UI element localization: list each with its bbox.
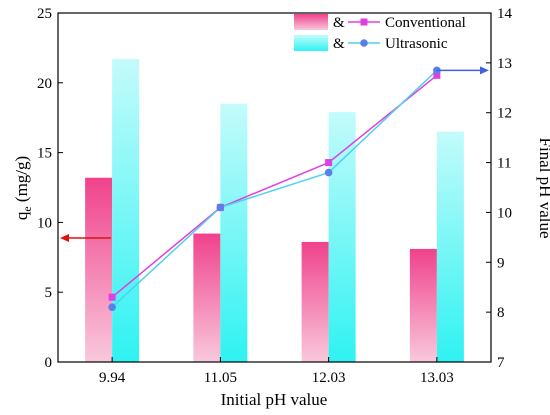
bar-conventional-9.94 <box>85 177 113 362</box>
y-tick-label-left: 20 <box>37 76 52 92</box>
y-axis-label-left: qe (mg/g) <box>12 156 34 220</box>
x-tick-label: 13.03 <box>420 370 454 386</box>
y-tick-label-right: 7 <box>497 355 505 371</box>
point-ultrasonic-11.05 <box>216 203 225 212</box>
y-axis-label-unit: (mg/g) <box>12 156 31 207</box>
y-tick-label-left: 15 <box>37 146 52 162</box>
y-tick-label-right: 13 <box>497 56 512 72</box>
bar-ultrasonic-12.03 <box>328 112 356 362</box>
legend-swatch-bar-0 <box>294 14 328 30</box>
legend-ampersand: & <box>333 36 345 52</box>
point-conventional-12.03 <box>325 159 333 167</box>
legend-ampersand: & <box>333 15 345 31</box>
x-tick-label: 12.03 <box>312 370 346 386</box>
y-axis-label-right: Final pH value <box>536 137 550 238</box>
legend-marker-square <box>360 18 368 26</box>
x-axis-label: Initial pH value <box>221 390 328 409</box>
legend: & Conventional & Ultrasonic <box>294 14 466 52</box>
arrow-right-head <box>480 66 489 75</box>
bar-ultrasonic-11.05 <box>220 103 248 363</box>
bar-conventional-11.05 <box>193 233 221 362</box>
y-axis-label-subscript: e <box>20 206 34 211</box>
y-axis-label-main: q <box>12 211 31 220</box>
y-tick-label-right: 12 <box>497 106 512 122</box>
y-axis-left: 0 5 10 15 20 25 <box>37 6 63 371</box>
x-tick-label: 11.05 <box>204 370 237 386</box>
plot-frame <box>57 12 492 363</box>
y-tick-label-right: 14 <box>497 6 513 22</box>
bar-ultrasonic-13.03 <box>436 131 464 362</box>
x-tick-label: 9.94 <box>99 370 126 386</box>
point-conventional-9.94 <box>108 293 116 301</box>
point-ultrasonic-9.94 <box>108 303 116 311</box>
y-tick-label-left: 10 <box>37 215 52 231</box>
y-tick-label-right: 8 <box>497 305 505 321</box>
bar-conventional-12.03 <box>301 241 329 362</box>
line-layer <box>108 66 441 311</box>
arrow-layer <box>60 66 489 242</box>
bar-conventional-13.03 <box>409 248 437 362</box>
legend-swatch-bar-1 <box>294 35 328 51</box>
point-ultrasonic-12.03 <box>324 168 333 177</box>
line-ultrasonic <box>111 69 438 308</box>
legend-label-conventional: Conventional <box>385 15 466 31</box>
x-axis: 9.94 11.05 12.03 13.03 <box>99 357 454 386</box>
y-tick-label-right: 10 <box>497 205 512 221</box>
legend-label-ultrasonic: Ultrasonic <box>385 36 448 52</box>
y-tick-label-left: 0 <box>45 355 53 371</box>
line-conventional <box>111 74 438 298</box>
y-tick-label-left: 25 <box>37 6 52 22</box>
y-tick-label-left: 5 <box>45 285 53 301</box>
point-conventional-13.03 <box>433 71 441 79</box>
y-tick-label-right: 11 <box>497 156 511 172</box>
bar-ultrasonic-9.94 <box>112 59 140 363</box>
y-axis-right: 7 8 9 10 11 12 13 14 <box>486 6 513 371</box>
y-tick-label-right: 9 <box>497 255 505 271</box>
bar-layer <box>85 59 464 363</box>
arrow-left-head <box>60 234 69 242</box>
legend-marker-circle <box>360 39 368 47</box>
